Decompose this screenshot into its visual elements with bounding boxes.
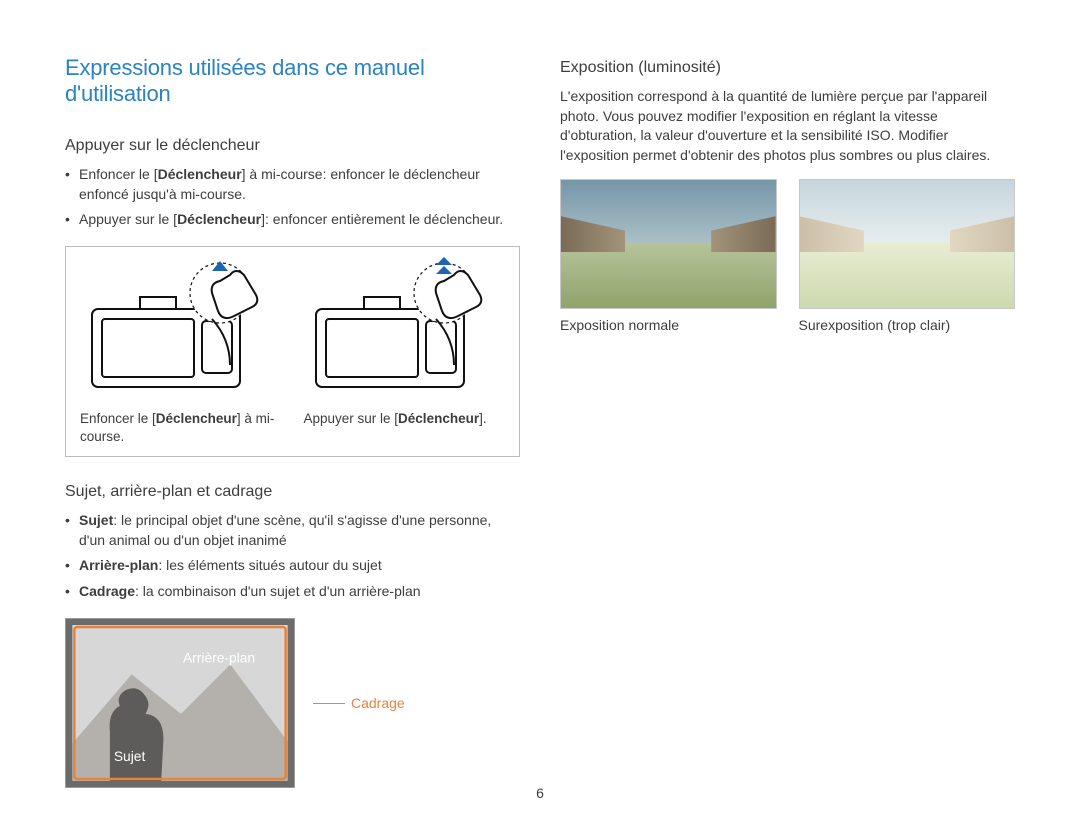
composition-bullet-background: Arrière-plan: les éléments situés autour…: [65, 556, 520, 576]
exposure-heading: Exposition (luminosité): [560, 59, 1015, 77]
camera-full-press-icon: [304, 257, 494, 397]
composition-frame-label: Cadrage: [313, 695, 405, 711]
page-title: Expressions utilisées dans ce manuel d'u…: [65, 55, 520, 107]
composition-figure: Arrière-plan Sujet Cadrage: [65, 618, 520, 788]
exposure-photo-normal: [560, 179, 777, 309]
shutter-half-cell: Enfoncer le [Déclencheur] à mi-course.: [80, 257, 282, 446]
shutter-heading: Appuyer sur le déclencheur: [65, 137, 520, 155]
shutter-half-caption: Enfoncer le [Déclencheur] à mi-course.: [80, 410, 282, 446]
composition-bullet-framing: Cadrage: la combinaison d'un sujet et d'…: [65, 582, 520, 602]
exposure-paragraph: L'exposition correspond à la quantité de…: [560, 87, 1015, 165]
shutter-full-cell: Appuyer sur le [Déclencheur].: [304, 257, 506, 446]
composition-bullets: Sujet: le principal objet d'une scène, q…: [65, 511, 520, 601]
composition-bullet-subject: Sujet: le principal objet d'une scène, q…: [65, 511, 520, 550]
composition-illustration-icon: Arrière-plan Sujet: [72, 625, 288, 781]
page-number: 6: [0, 785, 1080, 801]
shutter-bullet-2: Appuyer sur le [Déclencheur]: enfoncer e…: [65, 210, 520, 230]
composition-bg-label: Arrière-plan: [183, 649, 255, 665]
shutter-bullets: Enfoncer le [Déclencheur] à mi-course: e…: [65, 165, 520, 230]
composition-subj-label: Sujet: [114, 748, 146, 764]
shutter-illustration-box: Enfoncer le [Déclencheur] à mi-course.: [65, 246, 520, 457]
composition-heading: Sujet, arrière-plan et cadrage: [65, 483, 520, 501]
exposure-caption-over: Surexposition (trop clair): [799, 317, 1016, 333]
shutter-bullet-1: Enfoncer le [Déclencheur] à mi-course: e…: [65, 165, 520, 204]
exposure-photos: Exposition normale Surexposition (trop c…: [560, 179, 1015, 333]
shutter-full-caption: Appuyer sur le [Déclencheur].: [304, 410, 506, 428]
exposure-photo-over: [799, 179, 1016, 309]
camera-half-press-icon: [80, 257, 270, 397]
exposure-caption-normal: Exposition normale: [560, 317, 777, 333]
